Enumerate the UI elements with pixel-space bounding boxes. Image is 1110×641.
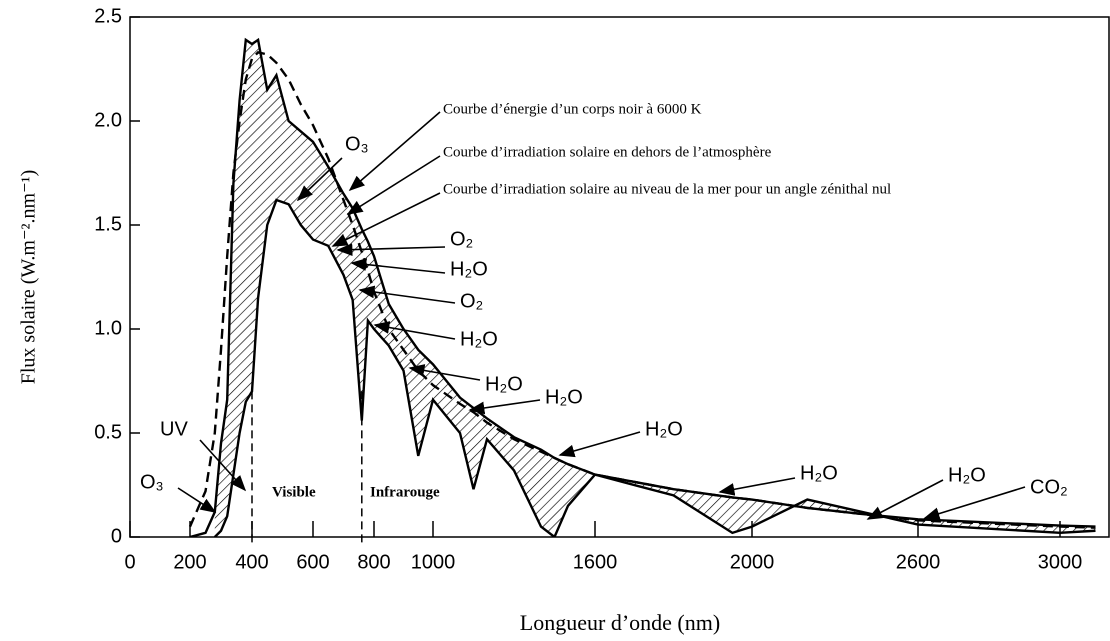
annotation-arrow (331, 192, 441, 247)
annotation: O₂ (450, 228, 473, 250)
x-tick-label: 2600 (896, 551, 941, 573)
annotation-arrow (177, 487, 217, 513)
x-axis-label: Longueur d’onde (nm) (520, 610, 720, 635)
annotation: CO₂ (1030, 476, 1068, 498)
x-tick-label: 600 (296, 551, 329, 573)
annotation-arrow (408, 364, 481, 381)
y-tick-label: 1.0 (94, 317, 122, 339)
x-tick-label: 400 (235, 551, 268, 573)
x-tick-label: 1600 (573, 551, 618, 573)
x-tick-label: 200 (173, 551, 206, 573)
annotation: Courbe d’irradiation solaire au niveau d… (443, 181, 891, 197)
annotation-arrow (350, 258, 446, 274)
annotation: Infrarouge (370, 484, 440, 500)
annotation-arrow (346, 155, 441, 215)
annotation-arrow (358, 285, 456, 304)
x-tick-label: 0 (124, 551, 135, 573)
y-tick-label: 2.5 (94, 5, 122, 27)
annotation: H₂O (460, 328, 498, 350)
annotation: Courbe d’irradiation solaire en dehors d… (443, 144, 772, 160)
y-tick-label: 0 (111, 525, 122, 547)
annotation-arrow (866, 479, 944, 520)
annotation: UV (160, 418, 188, 440)
annotation: H₂O (948, 464, 986, 486)
plot-frame (129, 16, 1110, 538)
annotation-arrow (468, 399, 541, 415)
annotation-arrow (558, 431, 641, 458)
y-tick-label: 1.5 (94, 213, 122, 235)
series-line (213, 198, 1096, 537)
annotation: Courbe d’énergie d’un corps noir à 6000 … (443, 101, 702, 117)
annotation: O₂ (460, 290, 483, 312)
x-tick-label: 2000 (730, 551, 775, 573)
annotation: O₃ (140, 471, 164, 493)
annotation: H₂O (545, 386, 583, 408)
series-line (189, 37, 1096, 537)
annotation: O₃ (345, 133, 369, 155)
annotation-arrow (336, 243, 446, 256)
plot-area (188, 37, 1096, 537)
annotation-arrow (199, 439, 247, 492)
annotation-arrow (373, 321, 456, 340)
annotation: Visible (272, 484, 316, 500)
y-axis-label: Flux solaire (W.m⁻².nm⁻¹) (18, 170, 40, 385)
annotation: H₂O (645, 418, 683, 440)
x-tick-label: 3000 (1038, 551, 1083, 573)
annotation-arrow (923, 486, 1026, 520)
annotation-arrow (348, 111, 441, 192)
annotation-arrow (296, 157, 343, 202)
series-line (188, 51, 1096, 529)
y-tick-label: 2.0 (94, 109, 122, 131)
x-tick-label: 1000 (411, 551, 456, 573)
annotation: H₂O (800, 462, 838, 484)
y-tick-label: 0.5 (94, 421, 122, 443)
x-tick-label: 800 (357, 551, 390, 573)
annotation-arrow (718, 477, 796, 496)
annotation: H₂O (450, 258, 488, 280)
annotation: H₂O (485, 373, 523, 395)
